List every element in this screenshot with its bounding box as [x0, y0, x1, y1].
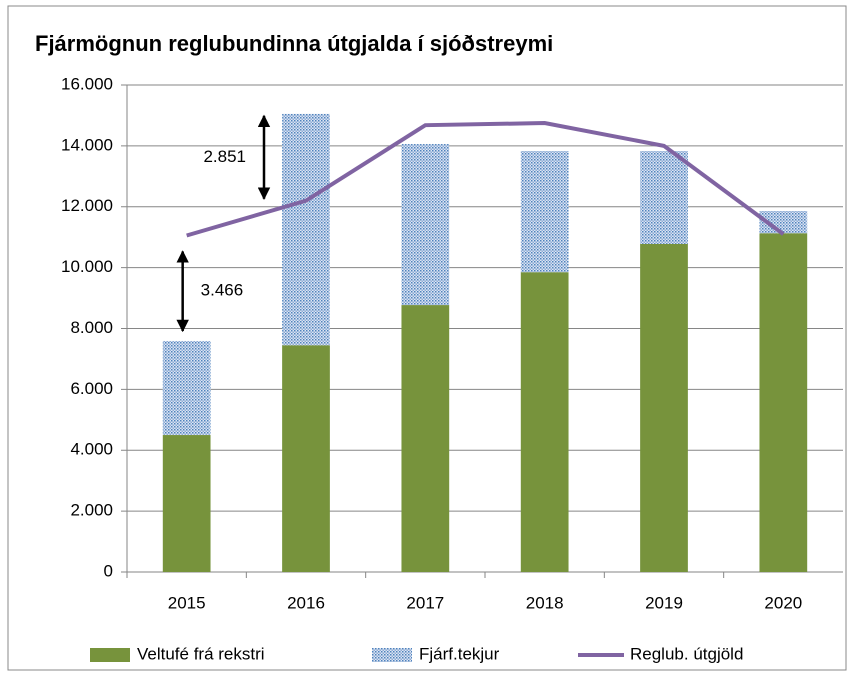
- line: [186, 121, 785, 238]
- y-tick-label: 6.000: [70, 379, 113, 398]
- y-tick-label: 4.000: [70, 440, 113, 459]
- y-tick-label: 12.000: [61, 196, 113, 215]
- bar: [520, 151, 569, 273]
- bar: [640, 243, 688, 573]
- bar: [162, 340, 211, 436]
- chart-title: Fjármögnun reglubundinna útgjalda í sjóð…: [35, 31, 553, 56]
- bar: [640, 151, 688, 244]
- y-tick-label: 10.000: [61, 257, 113, 276]
- y-tick-label: 8.000: [70, 318, 113, 337]
- y-tick-label: 16.000: [61, 74, 113, 93]
- x-tick-label: 2016: [287, 593, 325, 612]
- y-tick-label: 14.000: [61, 135, 113, 154]
- legend-label: Veltufé frá rekstri: [137, 644, 265, 663]
- legend-swatch: [372, 648, 412, 662]
- legend-label: Fjárf.tekjur: [419, 644, 500, 663]
- bar: [282, 113, 330, 346]
- y-tick-label: 0: [104, 561, 113, 580]
- bar: [401, 144, 450, 306]
- legend-label: Reglub. útgjöld: [630, 644, 743, 663]
- x-tick-label: 2019: [645, 593, 683, 612]
- legend-swatch: [90, 648, 130, 662]
- y-tick-label: 2.000: [70, 501, 113, 520]
- bar: [282, 345, 330, 572]
- bar: [162, 435, 211, 572]
- bar: [401, 305, 450, 572]
- x-tick-label: 2020: [764, 593, 802, 612]
- annotation: 2.851: [203, 147, 246, 166]
- bar: [520, 272, 569, 572]
- x-tick-label: 2017: [406, 593, 444, 612]
- x-tick-label: 2018: [526, 593, 564, 612]
- x-tick-label: 2015: [168, 593, 206, 612]
- annotation: 3.466: [201, 281, 244, 300]
- bar: [759, 233, 808, 572]
